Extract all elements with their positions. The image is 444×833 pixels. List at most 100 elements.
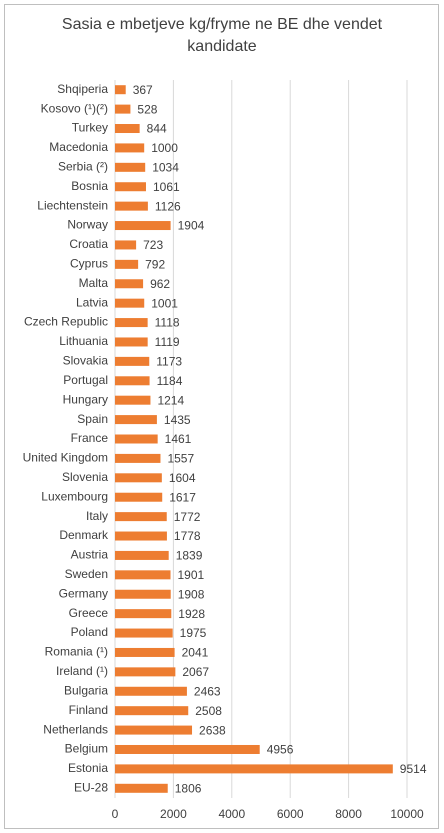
bar [115, 415, 157, 425]
y-tick-label: Cyprus [70, 257, 108, 271]
bar [115, 744, 260, 754]
y-tick-label: EU-28 [74, 780, 108, 794]
bar [115, 589, 171, 599]
value-label: 1173 [156, 355, 182, 369]
y-tick-label: France [71, 431, 109, 445]
bar [115, 221, 171, 231]
bar [115, 686, 187, 696]
bar [115, 143, 145, 153]
y-tick-label: Kosovo (¹)(²) [41, 101, 108, 115]
y-tick-label: Portugal [63, 373, 108, 387]
bar [115, 182, 146, 192]
bar [115, 434, 158, 444]
value-label: 1557 [167, 452, 194, 466]
y-tick-label: Croatia [69, 237, 108, 251]
value-label: 1214 [157, 393, 184, 407]
y-tick-label: Turkey [72, 121, 108, 135]
value-label: 723 [143, 238, 163, 252]
y-tick-label: Sweden [65, 567, 108, 581]
value-label: 1001 [151, 296, 178, 310]
y-tick-label: Finland [69, 703, 108, 717]
bar [115, 104, 131, 114]
y-tick-label: Macedonia [49, 140, 108, 154]
y-tick-label: Spain [77, 412, 108, 426]
bar [115, 298, 145, 308]
value-label: 1604 [169, 471, 196, 485]
y-tick-label: Latvia [76, 295, 108, 309]
y-tick-label: Estonia [68, 761, 108, 775]
bar [115, 667, 176, 677]
value-label: 1778 [174, 529, 201, 543]
value-label: 1839 [176, 549, 203, 563]
value-label: 367 [133, 83, 153, 97]
y-tick-label: Poland [71, 625, 108, 639]
bar [115, 395, 151, 405]
value-label: 2041 [182, 646, 209, 660]
y-tick-label: Belgium [65, 742, 108, 756]
value-label: 1908 [178, 587, 205, 601]
bar [115, 609, 172, 619]
chart-title: Sasia e mbetjeve kg/fryme ne BE dhe vend… [61, 16, 383, 55]
value-label: 962 [150, 277, 170, 291]
bar [115, 628, 173, 638]
value-label: 1118 [155, 316, 180, 330]
y-tick-label: Liechtenstein [37, 198, 108, 212]
y-tick-label: Bosnia [71, 179, 108, 193]
y-tick-label: Netherlands [43, 722, 108, 736]
value-label: 1904 [178, 219, 205, 233]
bar [115, 162, 146, 172]
y-tick-label: Norway [67, 218, 108, 232]
bar [115, 453, 161, 463]
y-tick-label: Austria [71, 548, 109, 562]
y-tick-label: Hungary [63, 392, 108, 406]
value-label: 1461 [165, 432, 192, 446]
bar [115, 279, 144, 289]
value-label: 1901 [178, 568, 205, 582]
y-tick-label: Slovenia [62, 470, 108, 484]
value-label: 4956 [267, 743, 294, 757]
value-label: 1928 [178, 607, 205, 621]
value-label: 1975 [180, 626, 207, 640]
bar [115, 725, 193, 735]
y-tick-label: Ireland (¹) [56, 664, 108, 678]
bar [115, 531, 167, 541]
value-label: 528 [137, 102, 157, 116]
bar [115, 706, 189, 716]
bar [115, 783, 168, 793]
value-label: 792 [145, 258, 165, 272]
value-label: 844 [147, 122, 167, 136]
x-tick-label: 0 [112, 807, 119, 821]
y-tick-label: Shqiperia [57, 82, 108, 96]
value-label: 1772 [174, 510, 201, 524]
chart-border [4, 4, 439, 829]
bar [115, 473, 162, 483]
value-label: 1061 [153, 180, 180, 194]
bar [115, 85, 126, 95]
value-label: 2463 [194, 684, 221, 698]
bar [115, 259, 139, 269]
x-tick-label: 8000 [335, 807, 362, 821]
y-tick-label: Greece [69, 606, 109, 620]
bar [115, 376, 150, 386]
y-tick-label: Lithuania [59, 334, 108, 348]
bar [115, 201, 148, 211]
x-tick-label: 2000 [160, 807, 187, 821]
y-tick-label: Luxembourg [41, 489, 108, 503]
value-label: 2638 [199, 723, 226, 737]
value-label: 2508 [195, 704, 222, 718]
bar [115, 356, 150, 366]
y-tick-label: Germany [59, 586, 108, 600]
y-tick-label: Italy [86, 509, 108, 523]
x-tick-label: 6000 [277, 807, 304, 821]
value-label: 1119 [155, 335, 180, 349]
x-tick-label: 4000 [218, 807, 245, 821]
y-tick-label: Romania (¹) [45, 645, 108, 659]
value-label: 1000 [151, 141, 178, 155]
value-label: 1435 [164, 413, 191, 427]
value-label: 2067 [182, 665, 209, 679]
y-tick-label: Malta [79, 276, 109, 290]
y-tick-label: Slovakia [63, 354, 109, 368]
bar [115, 512, 167, 522]
